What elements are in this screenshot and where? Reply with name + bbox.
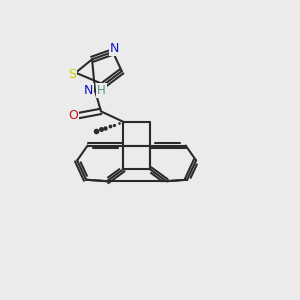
Text: O: O	[68, 109, 78, 122]
Text: S: S	[68, 68, 76, 81]
Text: N: N	[84, 84, 93, 97]
Text: N: N	[110, 42, 119, 56]
Text: H: H	[97, 84, 106, 97]
